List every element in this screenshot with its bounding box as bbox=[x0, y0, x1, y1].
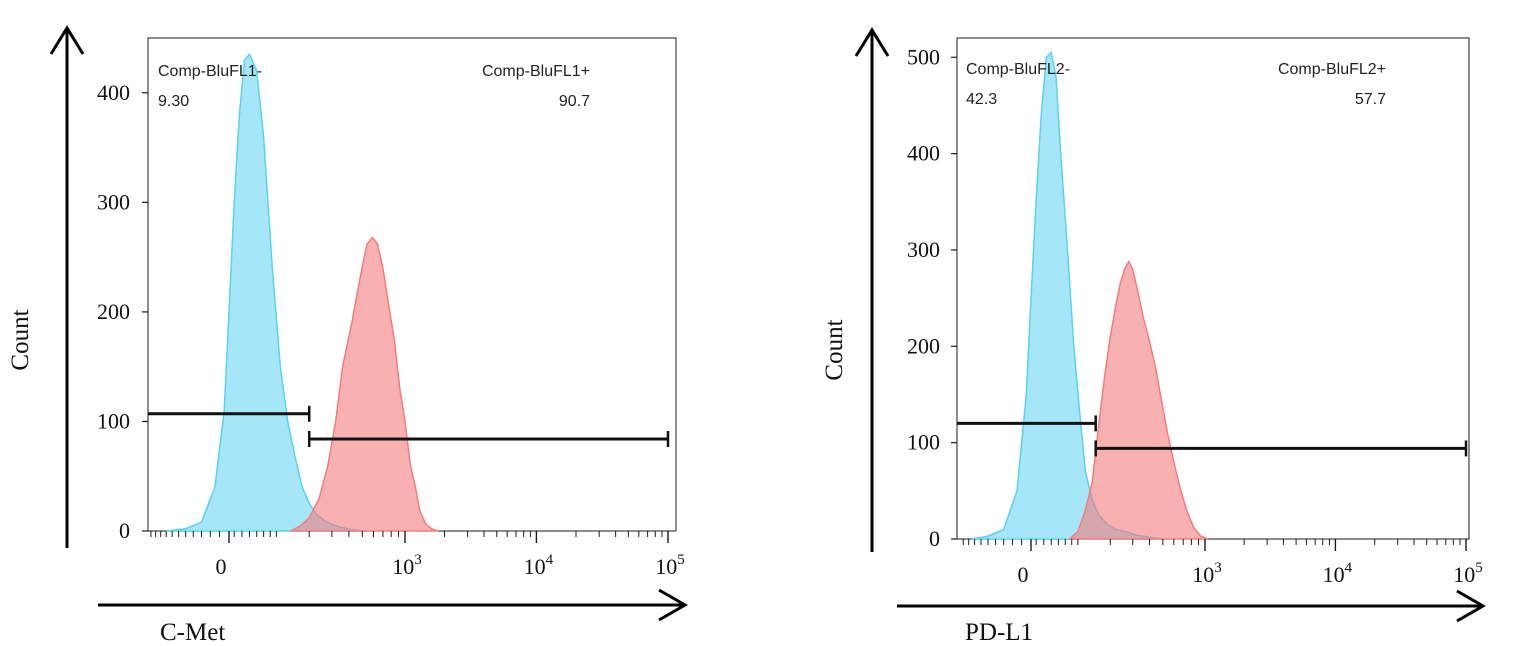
y-axis-label: Count bbox=[7, 309, 34, 370]
y-tick-label: 200 bbox=[907, 333, 940, 358]
x-axis-arrowhead bbox=[1456, 589, 1487, 623]
x-axis-label: C-Met bbox=[160, 619, 225, 646]
x-tick-label: 0 bbox=[1018, 562, 1029, 587]
histogram-series-2 bbox=[288, 236, 439, 532]
gate-percent-value: 57.7 bbox=[1355, 91, 1386, 108]
y-tick-label: 0 bbox=[119, 518, 130, 543]
gate-label: Comp-BluFL2+ bbox=[1278, 61, 1386, 78]
x-tick-label: 105 bbox=[655, 552, 685, 579]
x-tick-label: 103 bbox=[392, 552, 422, 579]
gate-label: Comp-BluFL2- bbox=[966, 61, 1070, 78]
histogram-series-2 bbox=[1067, 259, 1208, 540]
y-axis-arrowhead bbox=[854, 27, 890, 57]
y-axis-arrowhead bbox=[49, 25, 85, 55]
histogram-panel-1: 0 100 200 300 400 0 103 104 105 Comp-BluFL1- 9.30 C… bbox=[7, 25, 689, 646]
plot-frame bbox=[956, 37, 1470, 540]
gate-label: Comp-BluFL1+ bbox=[482, 63, 590, 80]
x-tick-label: 103 bbox=[1192, 560, 1222, 587]
x-tick-label: 0 bbox=[216, 554, 227, 579]
y-tick-label: 400 bbox=[907, 141, 940, 166]
x-axis-label: PD-L1 bbox=[965, 619, 1033, 646]
x-tick-label: 104 bbox=[1323, 560, 1353, 587]
y-tick-label: 300 bbox=[97, 189, 130, 214]
y-tick-label: 400 bbox=[97, 80, 130, 105]
y-tick-label: 100 bbox=[907, 430, 940, 455]
x-axis-arrowhead bbox=[658, 588, 689, 622]
histogram-panel-2: 0 100 200 300 400 500 0 103 104 105 Comp-BluFL2- 42… bbox=[821, 27, 1487, 646]
y-axis-label: Count bbox=[821, 319, 848, 380]
y-tick-label: 200 bbox=[97, 299, 130, 324]
y-tick-label: 100 bbox=[97, 408, 130, 433]
y-tick-label: 300 bbox=[907, 237, 940, 262]
gate-percent-value: 42.3 bbox=[966, 91, 997, 108]
gate-percent-value: 90.7 bbox=[559, 93, 590, 110]
y-tick-label: 500 bbox=[907, 44, 940, 69]
y-tick-label: 0 bbox=[929, 526, 940, 551]
gate-percent-value: 9.30 bbox=[158, 93, 189, 110]
x-tick-label: 104 bbox=[524, 552, 554, 579]
x-tick-label: 105 bbox=[1453, 560, 1483, 587]
gate-label: Comp-BluFL1- bbox=[158, 63, 262, 80]
